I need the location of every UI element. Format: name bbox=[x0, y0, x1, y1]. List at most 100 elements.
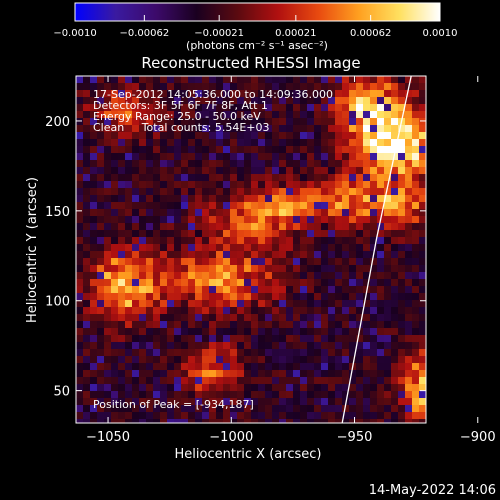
heatmap-cell bbox=[202, 342, 209, 349]
heatmap-cell bbox=[363, 104, 370, 111]
heatmap-cell bbox=[391, 237, 398, 244]
heatmap-cell bbox=[286, 90, 293, 97]
heatmap-cell bbox=[286, 118, 293, 125]
heatmap-cell bbox=[251, 118, 258, 125]
heatmap-cell bbox=[118, 398, 125, 405]
heatmap-cell bbox=[230, 293, 237, 300]
heatmap-cell bbox=[335, 307, 342, 314]
heatmap-cell bbox=[349, 412, 356, 419]
heatmap-cell bbox=[321, 258, 328, 265]
heatmap-cell bbox=[104, 258, 111, 265]
heatmap-cell bbox=[97, 174, 104, 181]
heatmap-cell bbox=[97, 328, 104, 335]
heatmap-cell bbox=[209, 279, 216, 286]
heatmap-cell bbox=[328, 328, 335, 335]
heatmap-cell bbox=[258, 412, 265, 419]
heatmap-cell bbox=[104, 328, 111, 335]
heatmap-cell bbox=[279, 139, 286, 146]
heatmap-cell bbox=[307, 321, 314, 328]
heatmap-cell bbox=[412, 146, 419, 153]
heatmap-cell bbox=[181, 279, 188, 286]
heatmap-cell bbox=[286, 97, 293, 104]
heatmap-cell bbox=[118, 328, 125, 335]
heatmap-cell bbox=[90, 97, 97, 104]
heatmap-cell bbox=[167, 104, 174, 111]
heatmap-cell bbox=[244, 139, 251, 146]
heatmap-cell bbox=[202, 272, 209, 279]
heatmap-cell bbox=[328, 370, 335, 377]
heatmap-cell bbox=[321, 398, 328, 405]
heatmap-cell bbox=[195, 286, 202, 293]
heatmap-cell bbox=[160, 83, 167, 90]
heatmap-cell bbox=[76, 251, 83, 258]
heatmap-cell bbox=[244, 286, 251, 293]
heatmap-cell bbox=[104, 223, 111, 230]
heatmap-cell bbox=[160, 391, 167, 398]
heatmap-cell bbox=[139, 377, 146, 384]
heatmap-cell bbox=[244, 160, 251, 167]
heatmap-cell bbox=[146, 83, 153, 90]
y-tick-label: 150 bbox=[45, 205, 70, 220]
heatmap-cell bbox=[412, 132, 419, 139]
heatmap-cell bbox=[125, 188, 132, 195]
heatmap-cell bbox=[146, 258, 153, 265]
heatmap-cell bbox=[370, 363, 377, 370]
heatmap-cell bbox=[244, 272, 251, 279]
heatmap-cell bbox=[104, 244, 111, 251]
heatmap-cell bbox=[314, 363, 321, 370]
heatmap-cell bbox=[293, 258, 300, 265]
heatmap-cell bbox=[419, 76, 426, 83]
heatmap-cell bbox=[104, 167, 111, 174]
heatmap-cell bbox=[111, 307, 118, 314]
heatmap-cell bbox=[188, 384, 195, 391]
heatmap-cell bbox=[272, 251, 279, 258]
heatmap-cell bbox=[237, 279, 244, 286]
heatmap-cell bbox=[398, 139, 405, 146]
heatmap-cell bbox=[258, 139, 265, 146]
heatmap-cell bbox=[342, 118, 349, 125]
heatmap-cell bbox=[342, 363, 349, 370]
heatmap-cell bbox=[202, 307, 209, 314]
heatmap-cell bbox=[258, 370, 265, 377]
heatmap-cell bbox=[370, 216, 377, 223]
heatmap-cell bbox=[405, 314, 412, 321]
heatmap-cell bbox=[188, 216, 195, 223]
heatmap-cell bbox=[391, 104, 398, 111]
heatmap-cell bbox=[335, 370, 342, 377]
heatmap-cell bbox=[132, 118, 139, 125]
heatmap-cell bbox=[314, 349, 321, 356]
heatmap-cell bbox=[405, 286, 412, 293]
heatmap-cell bbox=[237, 265, 244, 272]
heatmap-cell bbox=[118, 237, 125, 244]
heatmap-cell bbox=[328, 188, 335, 195]
heatmap-cell bbox=[321, 279, 328, 286]
heatmap-cell bbox=[307, 384, 314, 391]
heatmap-cell bbox=[300, 153, 307, 160]
heatmap-cell bbox=[111, 258, 118, 265]
heatmap-cell bbox=[419, 419, 426, 423]
heatmap-cell bbox=[398, 314, 405, 321]
heatmap-cell bbox=[181, 160, 188, 167]
heatmap-cell bbox=[167, 125, 174, 132]
heatmap-cell bbox=[153, 181, 160, 188]
heatmap-cell bbox=[230, 83, 237, 90]
heatmap-cell bbox=[293, 272, 300, 279]
heatmap-cell bbox=[328, 265, 335, 272]
heatmap-cell bbox=[405, 363, 412, 370]
heatmap-cell bbox=[237, 293, 244, 300]
heatmap-cell bbox=[153, 188, 160, 195]
heatmap-cell bbox=[419, 104, 426, 111]
heatmap-cell bbox=[111, 335, 118, 342]
heatmap-cell bbox=[356, 174, 363, 181]
heatmap-cell bbox=[167, 230, 174, 237]
heatmap-cell bbox=[398, 153, 405, 160]
heatmap-cell bbox=[104, 377, 111, 384]
heatmap-cell bbox=[314, 188, 321, 195]
heatmap-cell bbox=[314, 76, 321, 83]
heatmap-cell bbox=[335, 139, 342, 146]
heatmap-cell bbox=[272, 125, 279, 132]
heatmap-cell bbox=[419, 370, 426, 377]
heatmap-cell bbox=[160, 132, 167, 139]
heatmap-cell bbox=[321, 83, 328, 90]
heatmap-cell bbox=[342, 370, 349, 377]
